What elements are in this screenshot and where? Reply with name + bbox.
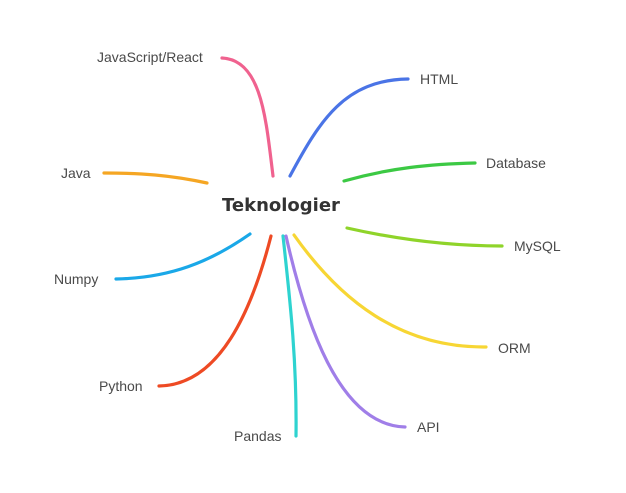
branch-label-api[interactable]: API (417, 419, 440, 435)
branch-line-javascript[interactable] (220, 56, 275, 178)
branch-line-python[interactable] (157, 234, 273, 388)
branch-line-api[interactable] (284, 234, 407, 429)
branch-label-html[interactable]: HTML (420, 71, 459, 87)
branch-label-mysql[interactable]: MySQL (514, 238, 561, 254)
branch-line-pandas[interactable] (281, 234, 298, 438)
branch-label-javascript[interactable]: JavaScript/React (97, 49, 203, 65)
branch-line-java[interactable] (102, 171, 209, 185)
branch-label-numpy[interactable]: Numpy (54, 271, 99, 287)
branch-line-numpy[interactable] (114, 232, 252, 281)
branch-label-pandas[interactable]: Pandas (234, 428, 282, 444)
branch-label-java[interactable]: Java (61, 165, 91, 181)
branch-label-database[interactable]: Database (486, 155, 546, 171)
branch-line-html[interactable] (288, 77, 410, 178)
central-topic[interactable]: Teknologier (222, 195, 340, 216)
branch-line-orm[interactable] (292, 233, 488, 349)
branch-line-database[interactable] (342, 161, 477, 183)
branch-line-mysql[interactable] (345, 226, 504, 248)
branch-label-orm[interactable]: ORM (498, 340, 531, 356)
branch-label-python[interactable]: Python (99, 378, 143, 394)
